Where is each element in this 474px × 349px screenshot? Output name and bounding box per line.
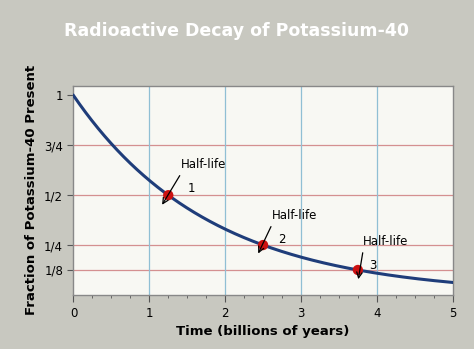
X-axis label: Time (billions of years): Time (billions of years): [176, 325, 350, 338]
Text: Radioactive Decay of Potassium-40: Radioactive Decay of Potassium-40: [64, 22, 410, 39]
Text: Half-life: Half-life: [272, 209, 318, 222]
Point: [354, 267, 362, 273]
Point: [259, 242, 267, 248]
Y-axis label: Fraction of Potassium-40 Present: Fraction of Potassium-40 Present: [26, 65, 38, 315]
Text: 3: 3: [369, 259, 377, 272]
Text: Half-life: Half-life: [363, 235, 409, 248]
Text: Half-life: Half-life: [181, 158, 227, 171]
Point: [164, 192, 172, 198]
Text: 1: 1: [187, 182, 195, 195]
Text: 2: 2: [278, 233, 286, 246]
